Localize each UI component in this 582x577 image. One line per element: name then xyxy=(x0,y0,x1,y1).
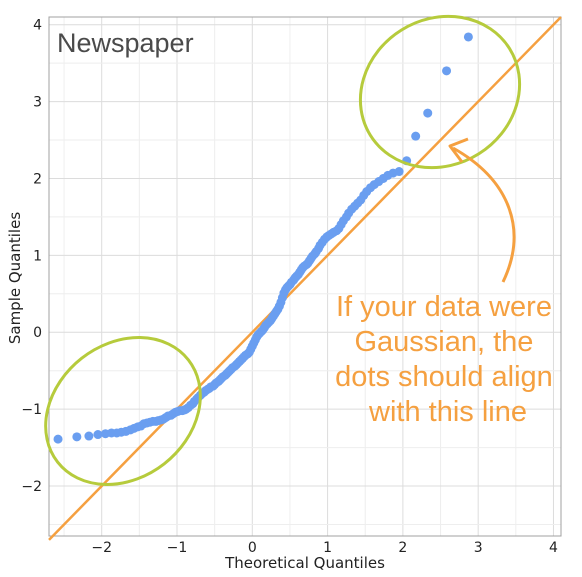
upper-tail-highlight xyxy=(358,14,522,170)
y-tick-label: −1 xyxy=(21,402,42,418)
x-tick-label: 0 xyxy=(248,540,257,556)
data-point xyxy=(53,434,63,444)
x-tick-label: −1 xyxy=(167,540,188,556)
chart-title: Newspaper xyxy=(57,28,194,58)
annotation-arrow xyxy=(452,146,516,283)
grid-lines xyxy=(49,17,561,536)
y-tick-label: 1 xyxy=(33,248,42,264)
y-tick-label: 0 xyxy=(33,325,42,341)
data-point xyxy=(423,108,433,118)
annotation-arrowhead xyxy=(448,137,469,163)
data-point xyxy=(442,66,452,76)
data-point xyxy=(411,131,421,141)
y-tick-label: 4 xyxy=(33,18,42,34)
annotation-line-3: dots should align xyxy=(335,361,553,393)
data-point xyxy=(72,432,82,442)
x-tick-label: 2 xyxy=(398,540,407,556)
plot-frame xyxy=(48,16,562,537)
y-tick-labels: −2 −1 0 1 2 3 4 xyxy=(21,18,42,495)
y-tick-label: −2 xyxy=(21,479,42,495)
annotation-text: If your data were Gaussian, the dots sho… xyxy=(335,291,561,428)
data-point xyxy=(93,430,103,440)
x-axis-label: Theoretical Quantiles xyxy=(224,554,385,572)
x-tick-label: −2 xyxy=(91,540,112,556)
lower-tail-highlight xyxy=(44,336,202,486)
annotation-line-1: If your data were xyxy=(336,291,552,323)
x-tick-label: 3 xyxy=(474,540,483,556)
annotation-line-2: Gaussian, the xyxy=(354,326,533,358)
x-tick-label: 1 xyxy=(323,540,332,556)
y-tick-label: 2 xyxy=(33,171,42,187)
x-tick-label: 4 xyxy=(549,540,558,556)
data-point xyxy=(463,32,473,42)
data-points xyxy=(53,32,473,444)
y-axis-label: Sample Quantiles xyxy=(6,212,24,344)
y-tick-label: 3 xyxy=(33,95,42,111)
data-point xyxy=(394,167,404,177)
data-point xyxy=(84,431,94,441)
annotation-line-4: with this line xyxy=(368,396,527,428)
x-tick-labels: −2 −1 0 1 2 3 4 xyxy=(91,540,558,556)
reference-line xyxy=(48,16,562,541)
